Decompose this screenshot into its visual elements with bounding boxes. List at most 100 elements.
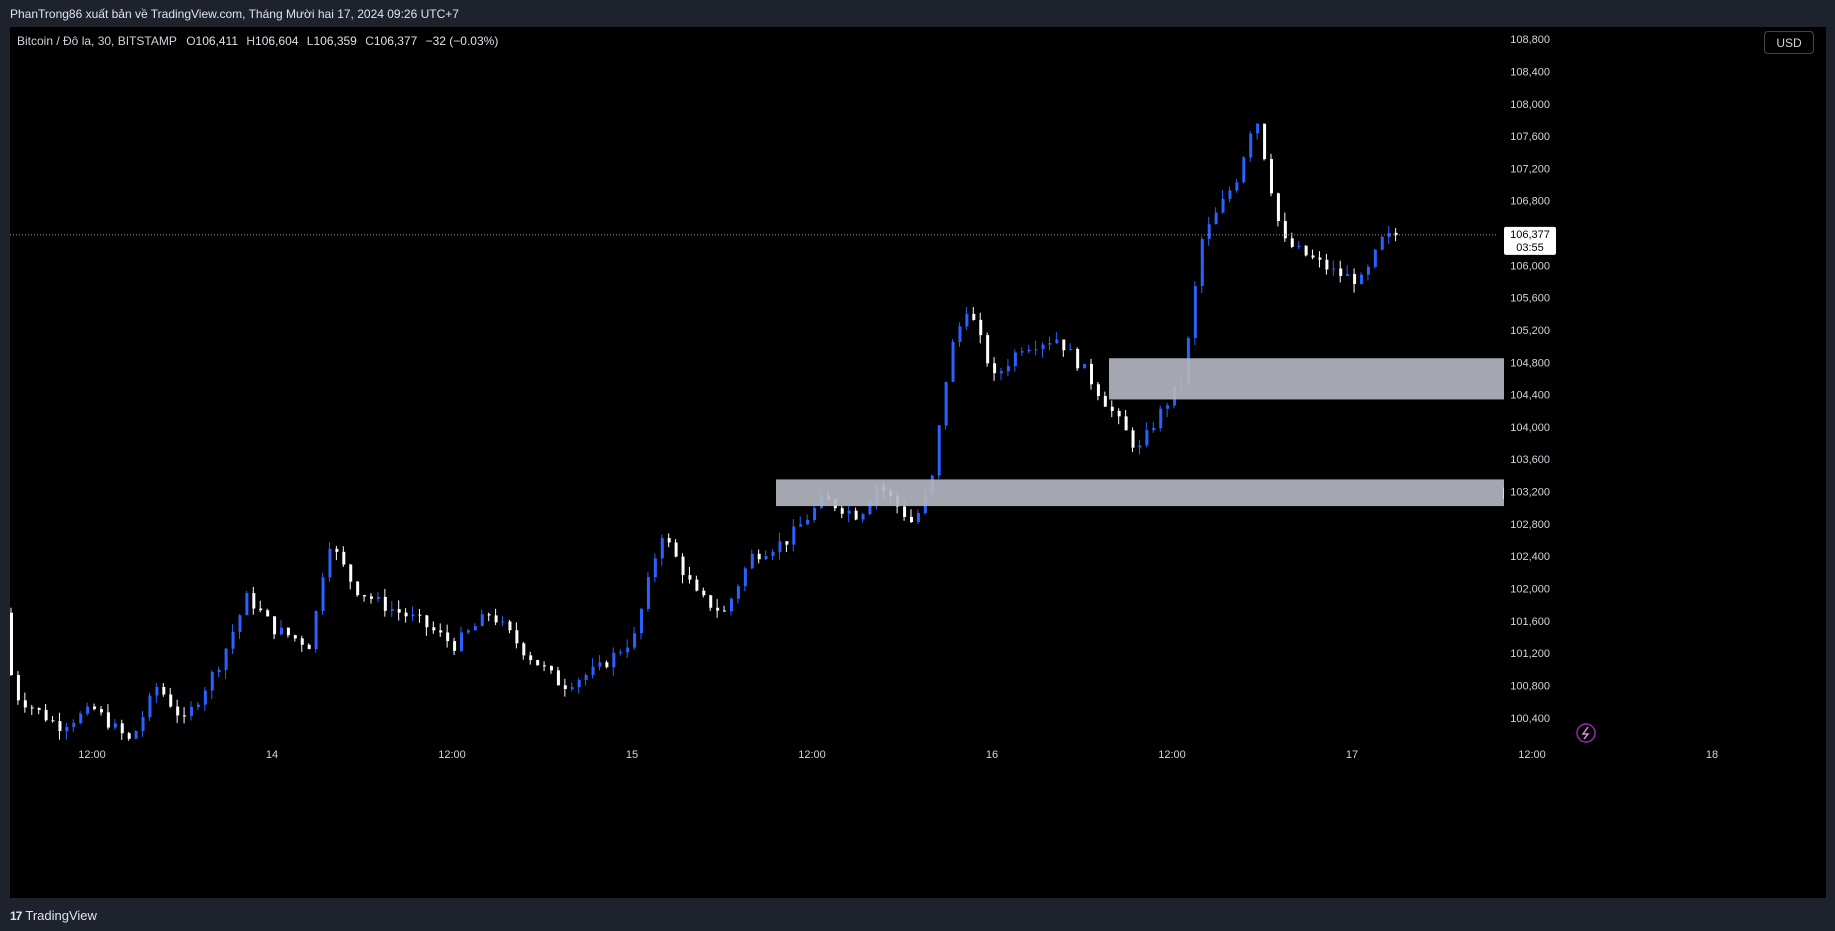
candle-body — [58, 721, 62, 732]
candle-body — [183, 715, 187, 717]
candle-body — [626, 647, 630, 653]
chart-pane[interactable]: HỖ TRỢ M15HỖ TRỢ M30 104,700103,300 100,… — [10, 27, 1826, 898]
candle-body — [757, 553, 761, 560]
candle-body — [792, 526, 796, 545]
price-tick-label: 102,000 — [1510, 583, 1550, 595]
candle-body — [633, 633, 637, 648]
last-price-tag: 106,377 03:55 — [1504, 226, 1556, 255]
candle-body — [937, 425, 941, 476]
candle-body — [1373, 249, 1377, 267]
candle-body — [1346, 274, 1350, 276]
candle-body — [273, 616, 277, 635]
candle-body — [612, 652, 616, 668]
candle-body — [1283, 221, 1287, 239]
symbol-legend: Bitcoin / Đô la, 30, BITSTAMP O106,411 H… — [17, 34, 498, 48]
candle-body — [868, 502, 872, 515]
candle-body — [328, 548, 332, 578]
candle-body — [356, 581, 360, 596]
candle-body — [563, 685, 567, 690]
lightning-glyph — [1581, 726, 1590, 740]
candle-body — [30, 707, 34, 709]
candle-body — [1242, 157, 1246, 183]
price-axis: 100,400 100,800 101,200 101,600 102,000 102,4… — [1504, 27, 1826, 898]
price-tick-label: 103,200 — [1510, 487, 1550, 499]
candle-body — [570, 687, 574, 690]
candle-body — [1263, 123, 1267, 160]
candle-body — [51, 720, 55, 722]
price-tick-label: 108,000 — [1510, 99, 1550, 111]
low-value: 106,359 — [313, 34, 357, 48]
price-tick-label: 100,400 — [1510, 713, 1550, 725]
candle-body — [1193, 286, 1197, 339]
candle-body — [480, 614, 484, 627]
candle-body — [370, 596, 373, 599]
candle-body — [910, 516, 913, 523]
candle-body — [591, 666, 595, 675]
candle-body — [1311, 255, 1315, 258]
candle-body — [1318, 257, 1322, 260]
candle-body — [37, 708, 41, 710]
candle-body — [224, 648, 228, 670]
candle-body — [300, 638, 304, 645]
price-chart[interactable]: HỖ TRỢ M15HỖ TRỢ M30 104,700103,300 100,… — [10, 27, 1826, 898]
price-tick-label: 102,400 — [1510, 551, 1550, 563]
candle-body — [903, 506, 907, 517]
candle-body — [217, 669, 221, 673]
candle-body — [1020, 351, 1024, 353]
price-tick-label: 101,600 — [1510, 616, 1550, 628]
candle-body — [314, 611, 318, 650]
candle-body — [979, 319, 983, 336]
footer: 17 TradingView — [0, 898, 1835, 931]
candle-body — [1096, 384, 1100, 397]
candle-body — [1013, 352, 1017, 367]
symbol-title[interactable]: Bitcoin / Đô la, 30, BITSTAMP — [17, 34, 177, 48]
candle-body — [404, 612, 408, 617]
candle-body — [1138, 445, 1142, 448]
candle-body — [1270, 159, 1273, 194]
candle-body — [1152, 428, 1156, 431]
candle-body — [1062, 339, 1066, 351]
event-markers — [1576, 723, 1596, 743]
change-value: −32 (−0.03%) — [425, 34, 499, 48]
time-tick-label: 17 — [1346, 749, 1358, 761]
candle-body — [1339, 268, 1343, 276]
candle-body — [10, 612, 13, 676]
candle-body — [1103, 396, 1107, 407]
candle-body — [176, 706, 180, 716]
candle-body — [335, 548, 339, 552]
time-tick-label: 12:00 — [1158, 749, 1186, 761]
candle-body — [619, 652, 623, 654]
candle-body — [1304, 245, 1308, 256]
candle-body — [439, 630, 443, 633]
candle-body — [681, 556, 685, 576]
candle-body — [79, 713, 83, 724]
time-tick-label: 12:00 — [78, 749, 106, 761]
price-tick-label: 102,800 — [1510, 519, 1550, 531]
candle-body — [799, 524, 803, 527]
candle-body — [349, 564, 353, 582]
candle-body — [605, 662, 609, 668]
candle-body — [944, 381, 948, 426]
time-tick-label: 12:00 — [798, 749, 826, 761]
candle-body — [965, 313, 969, 327]
candle-body — [141, 717, 145, 732]
publication-header: PhanTrong86 xuất bản về TradingView.com,… — [0, 0, 1835, 27]
candle-body — [730, 598, 733, 612]
candle-body — [702, 590, 706, 596]
candle-body — [453, 641, 457, 651]
currency-button[interactable]: USD — [1764, 31, 1814, 54]
candle-body — [65, 727, 69, 732]
tradingview-logo[interactable]: 17 TradingView — [10, 908, 97, 923]
candle-body — [813, 508, 817, 520]
candle-body — [1069, 349, 1073, 351]
candle-body — [203, 690, 207, 705]
candle-body — [363, 595, 367, 597]
candle-body — [196, 704, 200, 707]
open-value: 106,411 — [195, 34, 239, 48]
price-axis-bg — [1504, 27, 1826, 898]
candle-body — [1034, 349, 1038, 351]
candle-body — [418, 614, 422, 616]
candle-body — [127, 733, 131, 739]
candle-body — [556, 670, 560, 686]
candle-body — [446, 632, 450, 642]
